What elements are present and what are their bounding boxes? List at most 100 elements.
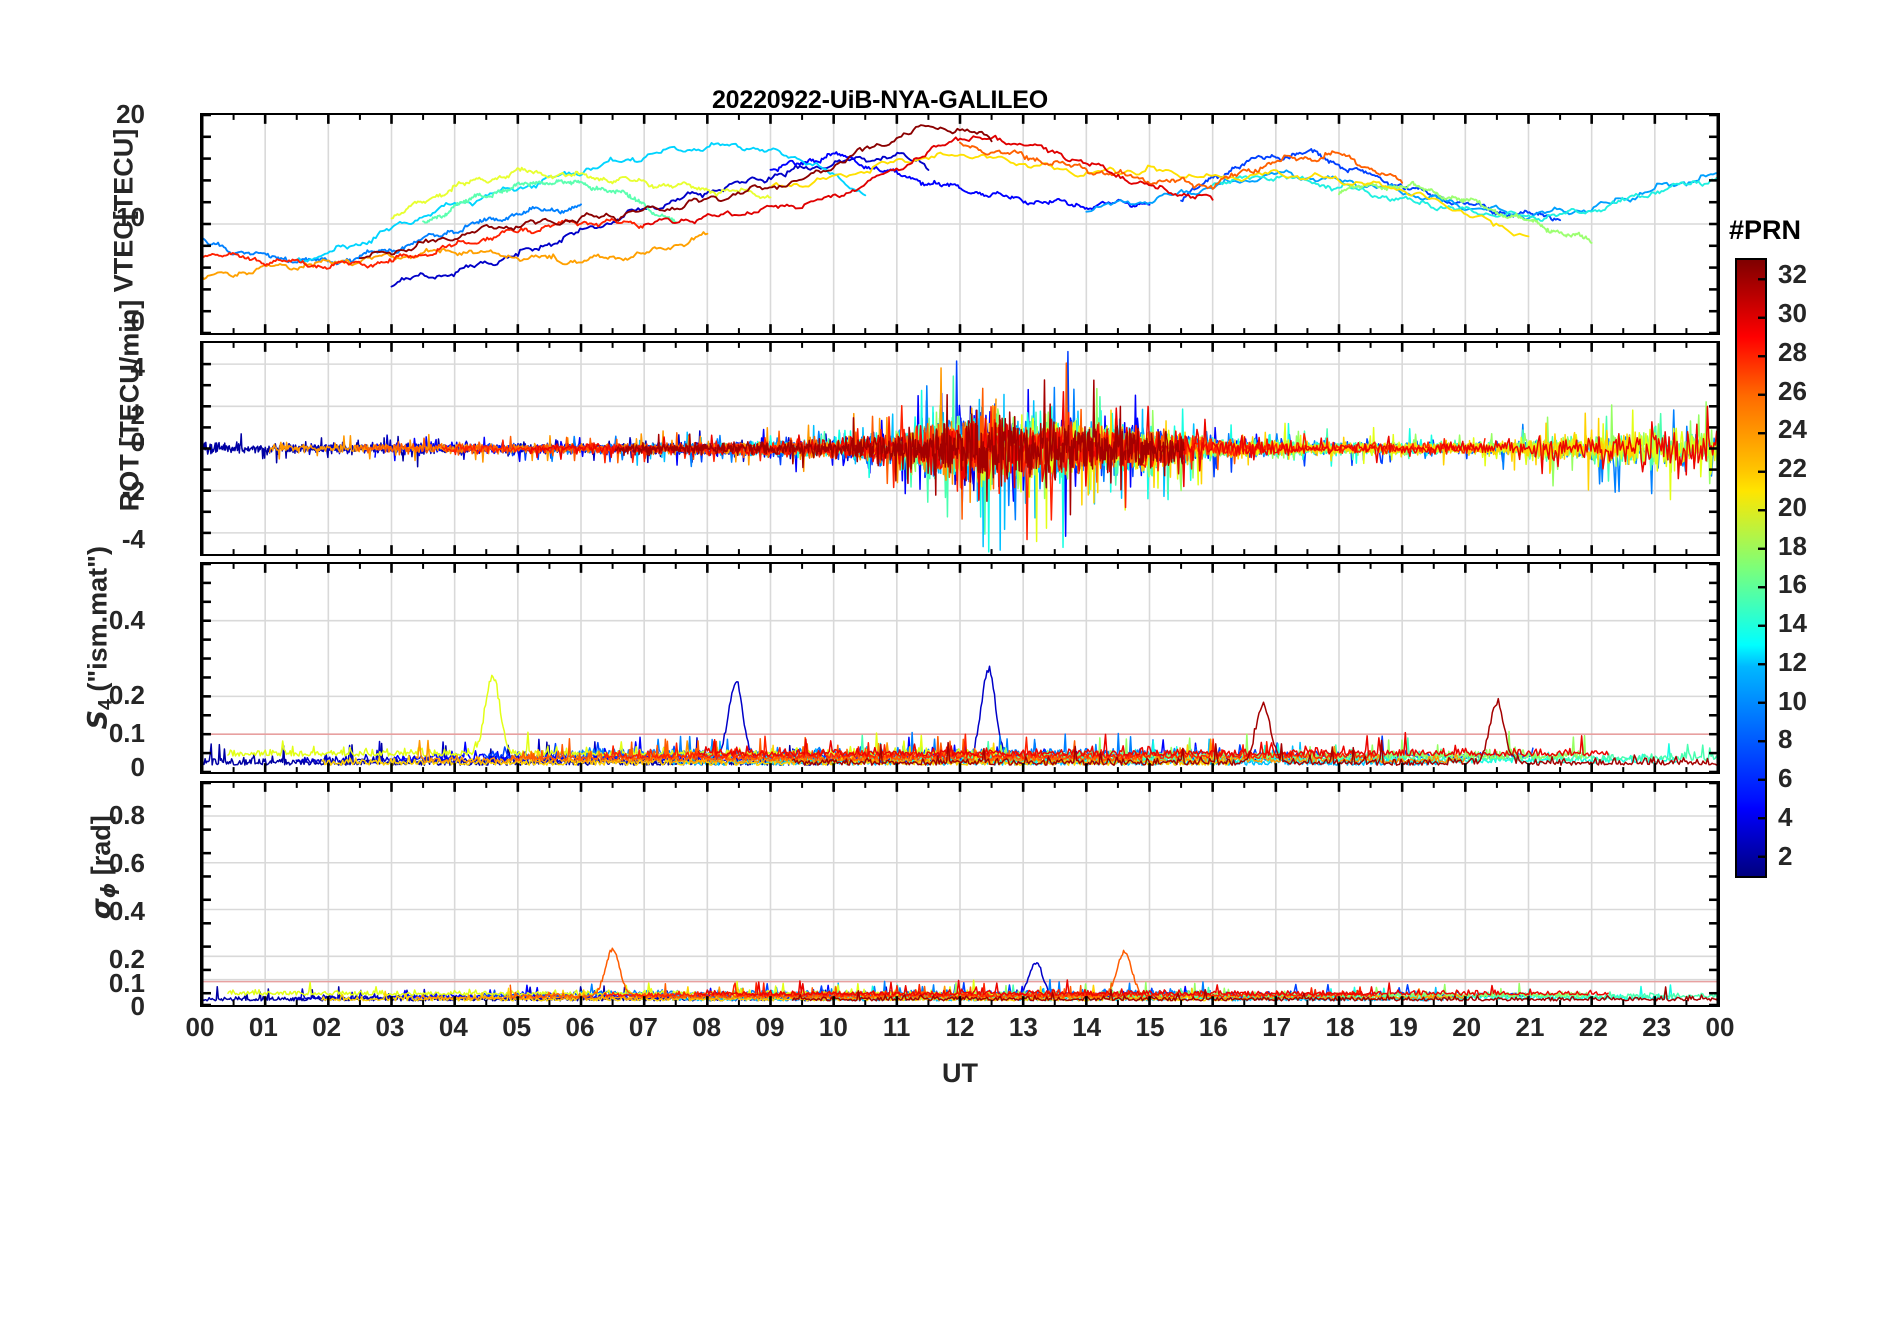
x-tick-2: 02 [312,1012,342,1042]
panel-rot-ytick-m2: -2 [121,476,145,506]
colorbar-tick-20: 20 [1778,491,1807,522]
panel-vtec-ytick-10: 10 [116,202,145,232]
x-tick-5: 05 [502,1012,532,1042]
panel-sigmaphi-ticks [202,783,1718,1005]
x-tick-12: 12 [945,1012,975,1042]
panel-vtec-ytick-20: 20 [116,99,145,129]
sigmaphi-trace-prn-32 [791,986,1718,1002]
panel-rot-ticks [202,343,1718,554]
panel-s4-plot [202,564,1718,772]
colorbar-gradient [1737,260,1765,876]
x-tick-19: 19 [1388,1012,1418,1042]
x-tick-10: 10 [818,1012,848,1042]
colorbar-tick-16: 16 [1778,569,1807,600]
vtec-trace-prn-21 [390,166,772,220]
s4-trace-prn-30 [697,731,1609,757]
colorbar-tick-10: 10 [1778,685,1807,716]
colorbar-tick-4: 4 [1778,801,1793,832]
panel-sigmaphi-ytick-08: 0.8 [108,800,145,830]
vtec-trace-prn-11 [295,142,867,264]
x-tick-13: 13 [1008,1012,1038,1042]
x-tick-14: 14 [1072,1012,1102,1042]
x-tick-22: 22 [1578,1012,1608,1042]
colorbar-tick-22: 22 [1778,453,1807,484]
x-tick-9: 09 [755,1012,785,1042]
panel-sigmaphi-ytick-02: 0.2 [108,944,145,974]
panel-vtec-ticks [202,115,1718,333]
panel-sigmaphi-gridlines [202,783,1718,1005]
x-tick-24: 00 [1705,1012,1735,1042]
panel-sigmaphi-ytick-01: 0.1 [108,968,145,998]
vtec-trace-prn-27 [959,141,1404,190]
x-tick-0: 00 [185,1012,215,1042]
x-tick-1: 01 [248,1012,278,1042]
panel-s4-ticks [202,564,1718,772]
colorbar-tick-6: 6 [1778,763,1793,794]
panel-vtec-axes [200,113,1720,335]
x-tick-18: 18 [1325,1012,1355,1042]
panel-rot-ytick-m4: -4 [121,524,145,554]
colorbar-tick-14: 14 [1778,608,1807,639]
x-tick-20: 20 [1452,1012,1482,1042]
panel-sigmaphi-ytick-0: 0 [130,991,145,1021]
panel-s4-ytick-0: 0 [130,752,145,782]
x-tick-21: 21 [1515,1012,1545,1042]
rot-trace-prn-21 [980,409,1718,543]
panel-s4-series [202,665,1718,766]
panel-sigmaphi-plot [202,783,1718,1005]
panel-vtec-series [202,124,1718,288]
panel-rot-ytick-2: 2 [130,400,145,430]
vtec-trace-prn-15 [422,179,677,224]
panel-sigmaphi-ytick-04: 0.4 [108,896,145,926]
panel-rot-ytick-0: 0 [130,427,145,457]
x-tick-11: 11 [882,1012,911,1042]
colorbar-tick-30: 30 [1778,298,1807,329]
panel-vtec-plot [202,115,1718,333]
panel-s4-ytick-02: 0.2 [108,680,145,710]
vtec-trace-prn-7 [202,203,582,266]
x-tick-8: 08 [692,1012,722,1042]
panel-s4-ytick-01: 0.1 [108,718,145,748]
panel-sigmaphi-axes [200,781,1720,1007]
colorbar-tick-26: 26 [1778,375,1807,406]
sigmaphi-trace-prn-30 [697,979,1609,996]
x-tick-15: 15 [1135,1012,1165,1042]
vtec-trace-prn-18 [1338,180,1593,244]
colorbar-tick-18: 18 [1778,530,1807,561]
page-title: 20220922-UiB-NYA-GALILEO [711,86,1049,114]
panel-rot-plot [202,343,1718,554]
vtec-trace-prn-3 [769,151,1151,211]
vtec-trace-prn-29 [202,217,646,270]
panel-rot-series [202,350,1718,553]
s4-trace-prn-21 [227,674,1000,757]
panel-rot-ytick-4: 4 [130,352,145,382]
vtec-trace-prn-30 [643,134,1214,226]
colorbar [1735,258,1767,878]
x-axis-label: UT [942,1058,978,1088]
x-tick-23: 23 [1642,1012,1672,1042]
panel-s4-ytick-04: 0.4 [108,605,145,635]
vtec-trace-prn-2 [390,151,930,288]
x-tick-17: 17 [1262,1012,1292,1042]
colorbar-tick-24: 24 [1778,414,1807,445]
panel-vtec-gridlines [202,115,1718,333]
colorbar-tick-32: 32 [1778,259,1807,290]
s4-trace-prn-32 [791,697,1718,766]
colorbar-tick-12: 12 [1778,646,1807,677]
colorbar-tick-28: 28 [1778,336,1807,367]
x-tick-16: 16 [1198,1012,1228,1042]
panel-vtec-ytick-0: 0 [130,306,145,336]
x-tick-7: 07 [628,1012,658,1042]
vtec-trace-prn-32 [358,124,993,260]
panel-s4-gridlines [202,564,1718,772]
colorbar-title: #PRN [1729,215,1802,245]
vtec-trace-prn-25 [202,231,709,280]
panel-rot-axes [200,341,1720,556]
vtec-trace-prn-23 [769,151,1530,238]
x-tick-6: 06 [565,1012,595,1042]
panel-s4-axes [200,562,1720,774]
x-tick-4: 04 [438,1012,468,1042]
colorbar-tick-8: 8 [1778,724,1793,755]
rot-trace-prn-32 [614,379,1185,516]
